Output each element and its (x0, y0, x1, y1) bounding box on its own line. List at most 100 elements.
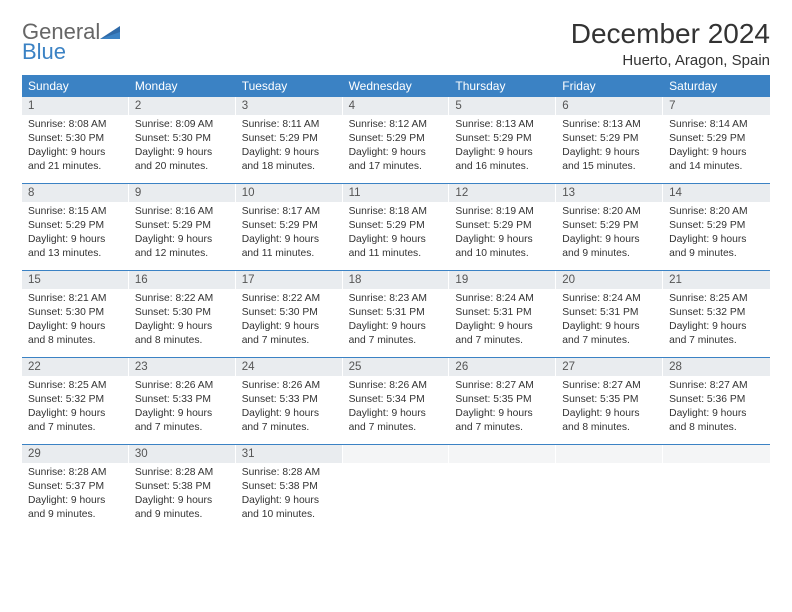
sunset-text: Sunset: 5:31 PM (455, 306, 550, 320)
sunrise-text: Sunrise: 8:27 AM (455, 379, 550, 393)
day-number: 17 (236, 271, 343, 289)
daylight-text: Daylight: 9 hours and 7 minutes. (669, 320, 764, 348)
sunrise-text: Sunrise: 8:23 AM (349, 292, 444, 306)
day-details: Sunrise: 8:08 AMSunset: 5:30 PMDaylight:… (22, 115, 129, 180)
sunrise-text: Sunrise: 8:19 AM (455, 205, 550, 219)
daylight-text: Daylight: 9 hours and 8 minutes. (28, 320, 123, 348)
sunset-text: Sunset: 5:31 PM (349, 306, 444, 320)
day-details: Sunrise: 8:26 AMSunset: 5:34 PMDaylight:… (343, 376, 450, 441)
day-number: 24 (236, 358, 343, 376)
sunset-text: Sunset: 5:38 PM (242, 480, 337, 494)
sunset-text: Sunset: 5:29 PM (349, 132, 444, 146)
day-details: Sunrise: 8:23 AMSunset: 5:31 PMDaylight:… (343, 289, 450, 354)
day-cell: 9Sunrise: 8:16 AMSunset: 5:29 PMDaylight… (129, 184, 236, 270)
daylight-text: Daylight: 9 hours and 9 minutes. (562, 233, 657, 261)
daylight-text: Daylight: 9 hours and 15 minutes. (562, 146, 657, 174)
day-number: 9 (129, 184, 236, 202)
sunset-text: Sunset: 5:30 PM (135, 132, 230, 146)
day-cell: 12Sunrise: 8:19 AMSunset: 5:29 PMDayligh… (449, 184, 556, 270)
day-cell (556, 445, 663, 531)
sunset-text: Sunset: 5:29 PM (242, 219, 337, 233)
weekday-header: Sunday (22, 75, 129, 97)
calendar-grid: Sunday Monday Tuesday Wednesday Thursday… (22, 75, 770, 531)
day-cell: 15Sunrise: 8:21 AMSunset: 5:30 PMDayligh… (22, 271, 129, 357)
day-number: 14 (663, 184, 770, 202)
day-cell: 5Sunrise: 8:13 AMSunset: 5:29 PMDaylight… (449, 97, 556, 183)
sunset-text: Sunset: 5:33 PM (135, 393, 230, 407)
sunset-text: Sunset: 5:38 PM (135, 480, 230, 494)
day-details: Sunrise: 8:27 AMSunset: 5:35 PMDaylight:… (556, 376, 663, 441)
day-number: 8 (22, 184, 129, 202)
day-details: Sunrise: 8:26 AMSunset: 5:33 PMDaylight:… (129, 376, 236, 441)
day-cell: 6Sunrise: 8:13 AMSunset: 5:29 PMDaylight… (556, 97, 663, 183)
daylight-text: Daylight: 9 hours and 11 minutes. (242, 233, 337, 261)
sunset-text: Sunset: 5:29 PM (242, 132, 337, 146)
day-details: Sunrise: 8:16 AMSunset: 5:29 PMDaylight:… (129, 202, 236, 267)
day-number (556, 445, 663, 463)
day-cell (663, 445, 770, 531)
day-number: 5 (449, 97, 556, 115)
daylight-text: Daylight: 9 hours and 8 minutes. (135, 320, 230, 348)
sunset-text: Sunset: 5:29 PM (669, 132, 764, 146)
day-cell: 1Sunrise: 8:08 AMSunset: 5:30 PMDaylight… (22, 97, 129, 183)
daylight-text: Daylight: 9 hours and 10 minutes. (242, 494, 337, 522)
calendar-week: 15Sunrise: 8:21 AMSunset: 5:30 PMDayligh… (22, 271, 770, 358)
sunset-text: Sunset: 5:30 PM (135, 306, 230, 320)
day-number (449, 445, 556, 463)
daylight-text: Daylight: 9 hours and 21 minutes. (28, 146, 123, 174)
day-number: 3 (236, 97, 343, 115)
sunrise-text: Sunrise: 8:27 AM (562, 379, 657, 393)
sunrise-text: Sunrise: 8:09 AM (135, 118, 230, 132)
day-details: Sunrise: 8:13 AMSunset: 5:29 PMDaylight:… (449, 115, 556, 180)
day-number: 10 (236, 184, 343, 202)
sunset-text: Sunset: 5:29 PM (349, 219, 444, 233)
sunset-text: Sunset: 5:29 PM (455, 219, 550, 233)
daylight-text: Daylight: 9 hours and 8 minutes. (562, 407, 657, 435)
sunrise-text: Sunrise: 8:28 AM (242, 466, 337, 480)
day-number: 21 (663, 271, 770, 289)
sunset-text: Sunset: 5:30 PM (28, 306, 123, 320)
day-number: 19 (449, 271, 556, 289)
day-cell: 28Sunrise: 8:27 AMSunset: 5:36 PMDayligh… (663, 358, 770, 444)
day-cell: 8Sunrise: 8:15 AMSunset: 5:29 PMDaylight… (22, 184, 129, 270)
sunrise-text: Sunrise: 8:25 AM (669, 292, 764, 306)
day-details: Sunrise: 8:11 AMSunset: 5:29 PMDaylight:… (236, 115, 343, 180)
sunset-text: Sunset: 5:32 PM (28, 393, 123, 407)
daylight-text: Daylight: 9 hours and 10 minutes. (455, 233, 550, 261)
day-number: 11 (343, 184, 450, 202)
weeks-container: 1Sunrise: 8:08 AMSunset: 5:30 PMDaylight… (22, 97, 770, 531)
sunrise-text: Sunrise: 8:27 AM (669, 379, 764, 393)
weekday-header: Tuesday (236, 75, 343, 97)
sunrise-text: Sunrise: 8:22 AM (135, 292, 230, 306)
daylight-text: Daylight: 9 hours and 7 minutes. (455, 320, 550, 348)
daylight-text: Daylight: 9 hours and 11 minutes. (349, 233, 444, 261)
day-number (663, 445, 770, 463)
day-details: Sunrise: 8:20 AMSunset: 5:29 PMDaylight:… (663, 202, 770, 267)
day-number: 23 (129, 358, 236, 376)
daylight-text: Daylight: 9 hours and 7 minutes. (28, 407, 123, 435)
day-details: Sunrise: 8:12 AMSunset: 5:29 PMDaylight:… (343, 115, 450, 180)
sunset-text: Sunset: 5:33 PM (242, 393, 337, 407)
sunrise-text: Sunrise: 8:25 AM (28, 379, 123, 393)
calendar-week: 1Sunrise: 8:08 AMSunset: 5:30 PMDaylight… (22, 97, 770, 184)
day-details: Sunrise: 8:18 AMSunset: 5:29 PMDaylight:… (343, 202, 450, 267)
day-details: Sunrise: 8:25 AMSunset: 5:32 PMDaylight:… (22, 376, 129, 441)
sunrise-text: Sunrise: 8:20 AM (562, 205, 657, 219)
day-details: Sunrise: 8:22 AMSunset: 5:30 PMDaylight:… (236, 289, 343, 354)
day-details (556, 463, 663, 472)
day-cell: 27Sunrise: 8:27 AMSunset: 5:35 PMDayligh… (556, 358, 663, 444)
day-number: 16 (129, 271, 236, 289)
day-details (663, 463, 770, 472)
daylight-text: Daylight: 9 hours and 7 minutes. (349, 407, 444, 435)
sunrise-text: Sunrise: 8:13 AM (562, 118, 657, 132)
sunset-text: Sunset: 5:37 PM (28, 480, 123, 494)
sunrise-text: Sunrise: 8:08 AM (28, 118, 123, 132)
day-details: Sunrise: 8:28 AMSunset: 5:37 PMDaylight:… (22, 463, 129, 528)
daylight-text: Daylight: 9 hours and 7 minutes. (349, 320, 444, 348)
day-number: 18 (343, 271, 450, 289)
day-cell: 7Sunrise: 8:14 AMSunset: 5:29 PMDaylight… (663, 97, 770, 183)
sunset-text: Sunset: 5:30 PM (28, 132, 123, 146)
daylight-text: Daylight: 9 hours and 7 minutes. (242, 320, 337, 348)
day-details: Sunrise: 8:24 AMSunset: 5:31 PMDaylight:… (449, 289, 556, 354)
day-number: 28 (663, 358, 770, 376)
